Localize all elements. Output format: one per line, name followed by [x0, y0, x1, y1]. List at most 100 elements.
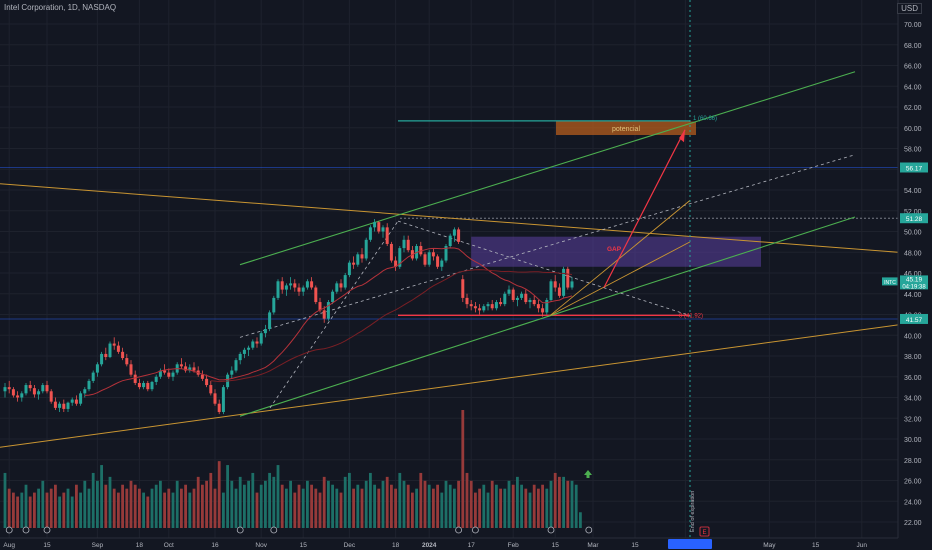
volume-bar	[259, 484, 263, 528]
y-tick-label: 32.00	[904, 416, 922, 423]
y-tick-label: 46.00	[904, 271, 922, 278]
candle-body	[444, 246, 448, 261]
candle-body	[251, 341, 255, 348]
arrow-head	[679, 129, 685, 143]
candle-body	[436, 256, 440, 267]
candle-body	[310, 281, 314, 288]
x-tick-label: Sep	[92, 542, 104, 549]
x-tick-label: 15	[631, 542, 639, 549]
candle-body	[163, 370, 167, 373]
x-axis[interactable]: Aug 15 Sep 18 Oct 16 Nov 15 Dec 18 2024 17 Feb 15 Mar 1…	[0, 537, 932, 550]
x-tick-label: 16	[211, 542, 219, 549]
candle-body	[242, 349, 246, 354]
candle-body	[234, 360, 238, 371]
x-tick-label: 2024	[422, 542, 437, 549]
candle-body	[53, 401, 57, 408]
candle-body	[100, 353, 104, 365]
candle-body	[343, 275, 347, 288]
candle-body	[167, 372, 171, 377]
candle-body	[301, 287, 305, 292]
volume-bar	[327, 480, 330, 528]
candle-body	[549, 281, 553, 300]
gap-label: GAP	[607, 246, 622, 253]
event-marker	[236, 526, 244, 534]
volume-bar	[70, 496, 74, 528]
y-axis[interactable]: 22.00 24.00 26.00 28.00 30.00 32.00 34.00 36.00…	[897, 0, 932, 550]
y-tick-label: 52.00	[904, 209, 922, 216]
candle-body	[314, 287, 318, 303]
volume-bar	[129, 480, 133, 528]
candle-body	[494, 302, 498, 309]
volume-bar	[16, 496, 19, 528]
volume-bar	[188, 492, 192, 528]
candle-body	[154, 376, 158, 382]
moving-average-short	[84, 247, 573, 396]
candle-body	[200, 374, 204, 379]
volume-bar	[196, 476, 200, 528]
candle-body	[247, 347, 251, 350]
volume-bar	[381, 480, 385, 528]
volume-bar	[570, 480, 574, 528]
volume-bar	[175, 480, 179, 528]
candle-body	[58, 403, 62, 408]
volume-bar	[163, 492, 166, 528]
volume-bar	[20, 492, 24, 528]
candle-body	[146, 382, 150, 390]
candle-body	[360, 254, 364, 259]
candle-body	[28, 385, 32, 389]
trend-line-small-b	[549, 200, 691, 316]
volume-bar	[91, 472, 95, 528]
volume-bar	[453, 488, 456, 528]
volume-bar	[511, 484, 515, 528]
volume-bar	[432, 488, 435, 528]
volume-bar	[352, 488, 355, 528]
candle-body	[448, 235, 452, 247]
dashed-line-a	[269, 220, 399, 409]
chart-title: Intel Corporation, 1D, NASDAQ	[4, 3, 117, 12]
candle-body	[293, 283, 297, 288]
x-tick-label: Oct	[164, 542, 174, 549]
last-price-label: 45.19	[906, 276, 923, 283]
candle-body	[398, 248, 402, 267]
candle-body	[87, 380, 91, 390]
candle-body	[150, 381, 154, 390]
volume-bar	[54, 484, 57, 528]
candles	[3, 219, 574, 415]
volume-bar	[45, 492, 49, 528]
y-tick-label: 58.00	[904, 147, 922, 154]
volume-bar	[154, 484, 158, 528]
volume-bar	[133, 484, 137, 528]
candle-body	[41, 385, 45, 392]
volume-bar	[545, 488, 549, 528]
candle-body	[499, 302, 503, 305]
volume-bar	[457, 480, 460, 528]
currency-badge[interactable]: USD	[897, 3, 922, 14]
volume-bar	[41, 480, 45, 528]
volume-bar	[104, 484, 108, 528]
volume-bar	[108, 476, 112, 528]
channel-line-lower	[239, 216, 856, 417]
candle-body	[217, 403, 221, 413]
volume-bar	[528, 492, 532, 528]
volume-bar	[444, 480, 448, 528]
volume-bar	[75, 484, 78, 528]
y-tick-label: 54.00	[904, 188, 922, 195]
event-marker	[43, 526, 51, 534]
volume-bar	[234, 488, 238, 528]
trend-line-orange-top	[0, 183, 899, 253]
volume-bar	[167, 488, 171, 528]
x-tick-label: 15	[300, 542, 308, 549]
x-tick-label: 15	[43, 542, 51, 549]
volume-bar	[482, 484, 486, 528]
candle-body	[95, 364, 99, 373]
candle-body	[469, 304, 473, 307]
volume-bar	[461, 410, 465, 528]
volume-bar	[562, 476, 565, 528]
volume-bar	[209, 472, 213, 528]
symbol-label: INTC	[884, 280, 896, 286]
volume-bar	[490, 480, 494, 528]
volume-bar	[448, 484, 452, 528]
volume-bar	[398, 472, 402, 528]
